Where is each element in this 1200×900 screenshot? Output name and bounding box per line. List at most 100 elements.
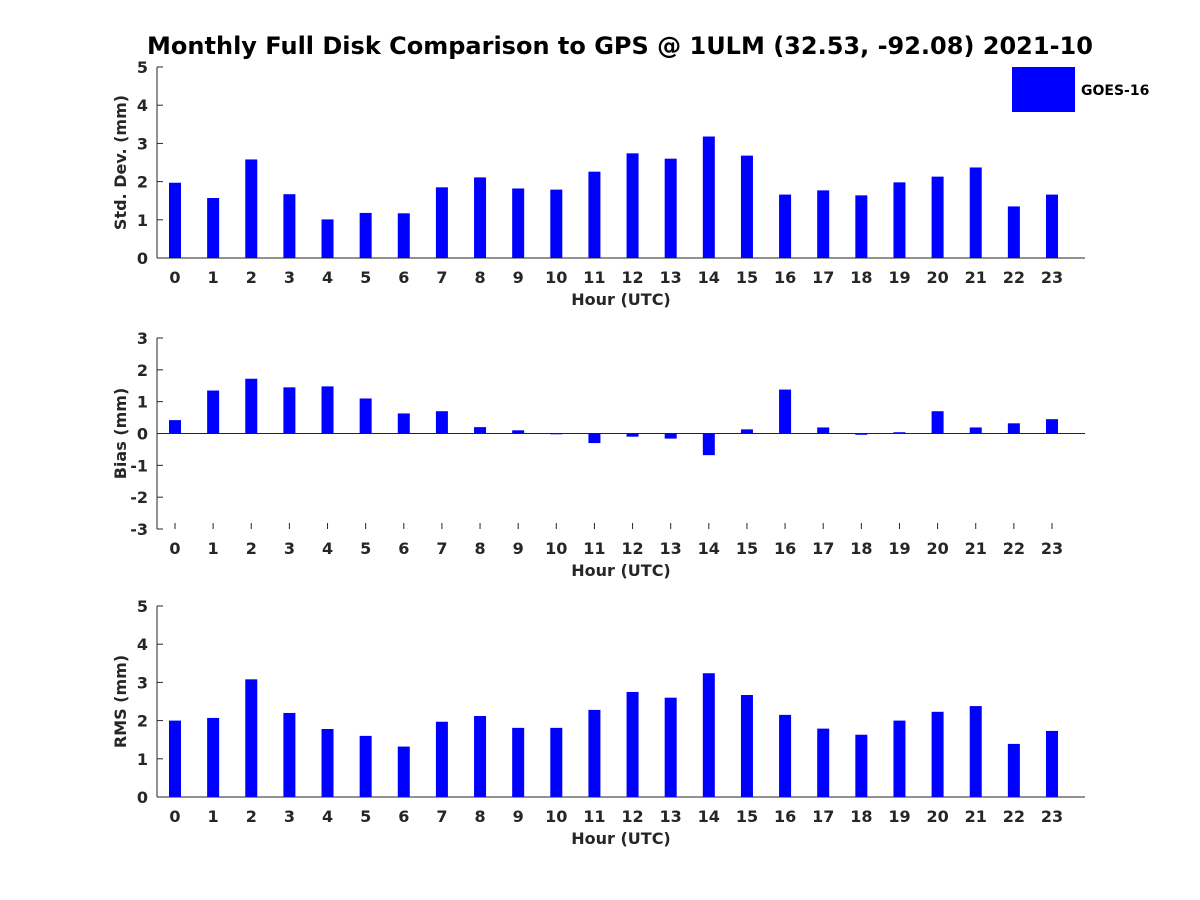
bar-std-11 bbox=[588, 171, 601, 258]
y-tick-label: 5 bbox=[137, 58, 148, 77]
bar-bias-16 bbox=[779, 389, 792, 434]
x-tick-label: 21 bbox=[965, 268, 987, 287]
bar-std-13 bbox=[664, 158, 677, 258]
x-tick-label: 10 bbox=[545, 268, 567, 287]
bar-std-18 bbox=[855, 195, 868, 258]
bar-rms-8 bbox=[474, 716, 487, 797]
x-tick-label: 19 bbox=[888, 807, 910, 826]
bar-bias-17 bbox=[817, 427, 830, 434]
bar-rms-15 bbox=[740, 695, 753, 797]
x-tick-label: 17 bbox=[812, 807, 834, 826]
bar-std-17 bbox=[817, 190, 830, 258]
y-tick-label: 2 bbox=[137, 361, 148, 380]
x-tick-label: 10 bbox=[545, 539, 567, 558]
bar-rms-19 bbox=[893, 720, 906, 797]
bar-std-5 bbox=[359, 212, 372, 258]
x-tick-label: 7 bbox=[436, 539, 447, 558]
bar-std-4 bbox=[321, 219, 334, 258]
x-tick-label: 9 bbox=[513, 807, 524, 826]
bar-bias-4 bbox=[321, 386, 334, 434]
bar-std-7 bbox=[435, 187, 448, 258]
x-tick-label: 1 bbox=[208, 807, 219, 826]
bar-bias-23 bbox=[1045, 419, 1058, 434]
bar-rms-18 bbox=[855, 734, 868, 797]
y-tick-label: 0 bbox=[137, 249, 148, 268]
y-tick-label: -3 bbox=[130, 520, 148, 539]
x-tick-label: 19 bbox=[888, 539, 910, 558]
bar-bias-13 bbox=[664, 433, 677, 439]
bar-std-19 bbox=[893, 182, 906, 258]
bar-std-2 bbox=[245, 159, 258, 258]
x-tick-label: 20 bbox=[926, 807, 948, 826]
x-tick-label: 9 bbox=[513, 539, 524, 558]
bar-rms-12 bbox=[626, 691, 639, 797]
bar-bias-6 bbox=[397, 413, 410, 434]
x-tick-label: 8 bbox=[474, 807, 485, 826]
bar-bias-3 bbox=[283, 387, 296, 434]
x-tick-label: 12 bbox=[621, 539, 643, 558]
y-tick-label: 5 bbox=[137, 597, 148, 616]
bar-rms-2 bbox=[245, 679, 258, 797]
bar-rms-1 bbox=[207, 717, 220, 797]
x-axis-label: Hour (UTC) bbox=[571, 290, 671, 309]
y-tick-label: 1 bbox=[137, 393, 148, 412]
x-tick-label: 17 bbox=[812, 539, 834, 558]
bar-bias-0 bbox=[169, 420, 181, 434]
bar-rms-6 bbox=[397, 746, 410, 797]
x-tick-label: 0 bbox=[169, 807, 180, 826]
legend-label: GOES-16 bbox=[1081, 83, 1149, 99]
x-tick-label: 4 bbox=[322, 268, 333, 287]
x-tick-label: 3 bbox=[284, 539, 295, 558]
bar-rms-0 bbox=[169, 720, 181, 797]
y-tick-label: 3 bbox=[137, 329, 148, 348]
x-tick-label: 12 bbox=[621, 807, 643, 826]
y-axis-label: Std. Dev. (mm) bbox=[111, 95, 130, 230]
x-tick-label: 0 bbox=[169, 268, 180, 287]
x-tick-label: 12 bbox=[621, 268, 643, 287]
bar-rms-14 bbox=[702, 673, 715, 797]
x-tick-label: 2 bbox=[246, 268, 257, 287]
bar-std-21 bbox=[969, 167, 982, 258]
bar-bias-2 bbox=[245, 378, 258, 434]
y-axis-label: Bias (mm) bbox=[111, 388, 130, 480]
bar-bias-14 bbox=[702, 433, 715, 456]
x-tick-label: 8 bbox=[474, 539, 485, 558]
bar-rms-23 bbox=[1045, 730, 1058, 797]
bar-rms-4 bbox=[321, 729, 334, 797]
bar-std-22 bbox=[1007, 206, 1020, 258]
bar-rms-21 bbox=[969, 706, 982, 797]
bar-bias-18 bbox=[855, 433, 868, 435]
x-tick-label: 18 bbox=[850, 807, 872, 826]
bar-bias-11 bbox=[588, 433, 601, 444]
x-axis-label: Hour (UTC) bbox=[571, 829, 671, 848]
bar-bias-22 bbox=[1007, 423, 1020, 434]
x-tick-label: 21 bbox=[965, 539, 987, 558]
bar-rms-16 bbox=[779, 714, 792, 797]
bar-rms-10 bbox=[550, 727, 563, 797]
x-tick-label: 19 bbox=[888, 268, 910, 287]
x-tick-label: 0 bbox=[169, 539, 180, 558]
bar-std-8 bbox=[474, 177, 487, 258]
bar-rms-17 bbox=[817, 728, 830, 797]
x-tick-label: 11 bbox=[583, 268, 605, 287]
x-tick-label: 1 bbox=[208, 539, 219, 558]
x-axis-label: Hour (UTC) bbox=[571, 561, 671, 580]
y-tick-label: 0 bbox=[137, 425, 148, 444]
bar-std-12 bbox=[626, 153, 639, 258]
x-tick-label: 22 bbox=[1003, 268, 1025, 287]
bar-std-9 bbox=[512, 188, 525, 258]
x-tick-label: 2 bbox=[246, 539, 257, 558]
y-tick-label: 4 bbox=[137, 635, 148, 654]
x-tick-label: 5 bbox=[360, 268, 371, 287]
x-tick-label: 3 bbox=[284, 807, 295, 826]
x-tick-label: 13 bbox=[660, 539, 682, 558]
x-tick-label: 6 bbox=[398, 268, 409, 287]
bar-bias-20 bbox=[931, 411, 944, 434]
bar-bias-15 bbox=[740, 429, 753, 434]
bar-rms-20 bbox=[931, 711, 944, 797]
y-tick-label: 1 bbox=[137, 750, 148, 769]
x-tick-label: 13 bbox=[660, 268, 682, 287]
x-tick-label: 15 bbox=[736, 539, 758, 558]
bar-std-23 bbox=[1045, 194, 1058, 258]
